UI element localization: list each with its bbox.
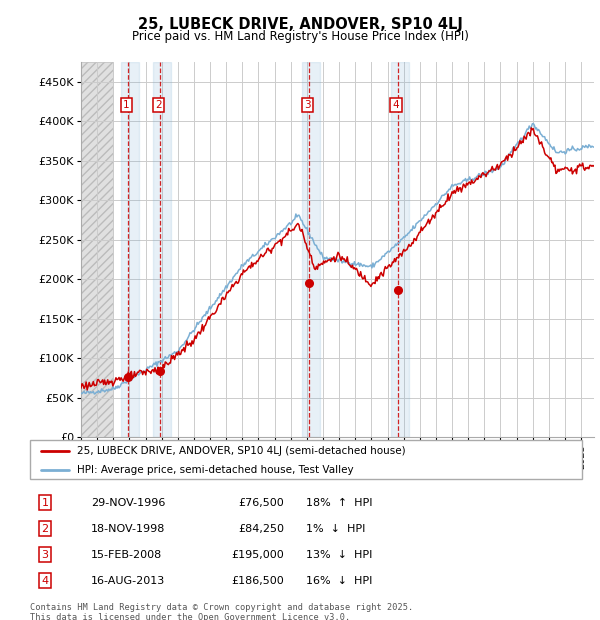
Text: 2: 2 — [155, 100, 161, 110]
Text: 13%  ↓  HPI: 13% ↓ HPI — [306, 550, 373, 560]
Text: £76,500: £76,500 — [238, 498, 284, 508]
Text: 1: 1 — [41, 498, 49, 508]
Bar — [391, 62, 409, 437]
Text: 4: 4 — [41, 575, 49, 586]
FancyBboxPatch shape — [30, 440, 582, 479]
Bar — [302, 62, 320, 437]
Text: 18%  ↑  HPI: 18% ↑ HPI — [306, 498, 373, 508]
Text: 16-AUG-2013: 16-AUG-2013 — [91, 575, 165, 586]
Text: 25, LUBECK DRIVE, ANDOVER, SP10 4LJ: 25, LUBECK DRIVE, ANDOVER, SP10 4LJ — [137, 17, 463, 32]
Text: 1: 1 — [123, 100, 130, 110]
Text: 18-NOV-1998: 18-NOV-1998 — [91, 524, 165, 534]
Text: 15-FEB-2008: 15-FEB-2008 — [91, 550, 162, 560]
Text: 4: 4 — [392, 100, 399, 110]
Text: Contains HM Land Registry data © Crown copyright and database right 2025.
This d: Contains HM Land Registry data © Crown c… — [30, 603, 413, 620]
Text: 25, LUBECK DRIVE, ANDOVER, SP10 4LJ (semi-detached house): 25, LUBECK DRIVE, ANDOVER, SP10 4LJ (sem… — [77, 446, 406, 456]
Text: 3: 3 — [41, 550, 49, 560]
Bar — [81, 62, 113, 437]
Text: 2: 2 — [41, 524, 49, 534]
Text: 1%  ↓  HPI: 1% ↓ HPI — [306, 524, 365, 534]
Text: £186,500: £186,500 — [231, 575, 284, 586]
Text: Price paid vs. HM Land Registry's House Price Index (HPI): Price paid vs. HM Land Registry's House … — [131, 30, 469, 43]
Text: 16%  ↓  HPI: 16% ↓ HPI — [306, 575, 373, 586]
Text: HPI: Average price, semi-detached house, Test Valley: HPI: Average price, semi-detached house,… — [77, 465, 353, 475]
Text: £195,000: £195,000 — [231, 550, 284, 560]
Bar — [121, 62, 139, 437]
Bar — [153, 62, 171, 437]
Text: 29-NOV-1996: 29-NOV-1996 — [91, 498, 165, 508]
Text: 3: 3 — [304, 100, 310, 110]
Text: £84,250: £84,250 — [238, 524, 284, 534]
